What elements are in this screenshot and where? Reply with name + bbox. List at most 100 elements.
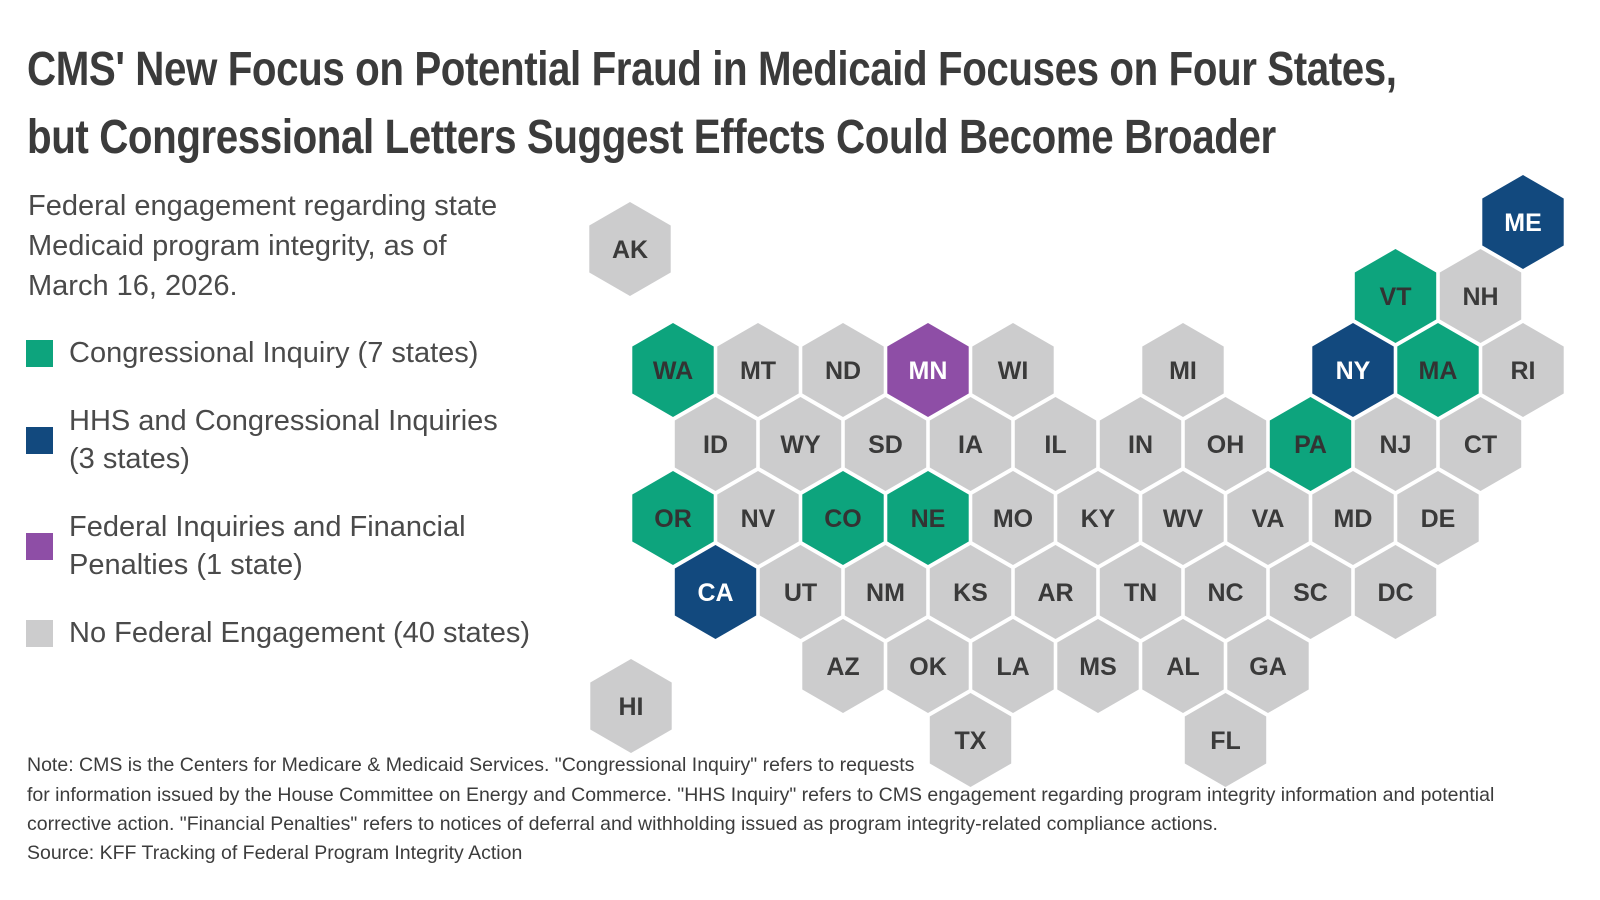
hex-IA[interactable]: IA xyxy=(929,397,1012,491)
hex-label: MO xyxy=(993,505,1033,533)
hex-OK[interactable]: OK xyxy=(887,619,969,713)
hex-OR[interactable]: OR xyxy=(632,471,714,565)
legend-label: HHS and Congressional Inquiries (3 state… xyxy=(69,405,498,475)
hex-label: MT xyxy=(740,357,776,385)
hex-AR[interactable]: AR xyxy=(1014,545,1097,639)
hex-NH[interactable]: NH xyxy=(1439,249,1522,343)
legend-swatch-blue xyxy=(26,426,53,454)
hex-MA[interactable]: MA xyxy=(1397,323,1479,417)
hex-label: DE xyxy=(1421,505,1456,533)
hex-label: ME xyxy=(1504,209,1542,237)
hex-label: NM xyxy=(866,579,905,607)
hex-AL[interactable]: AL xyxy=(1142,619,1224,713)
page-title-line2: but Congressional Letters Suggest Effect… xyxy=(27,111,1276,164)
hex-MT[interactable]: MT xyxy=(717,323,799,417)
hex-ID[interactable]: ID xyxy=(674,397,757,491)
hex-label: NJ xyxy=(1380,431,1412,459)
hex-RI[interactable]: RI xyxy=(1482,323,1564,417)
hex-CO[interactable]: CO xyxy=(802,471,884,565)
hex-label: IL xyxy=(1044,431,1066,459)
hex-DC[interactable]: DC xyxy=(1354,545,1437,639)
hex-VT[interactable]: VT xyxy=(1354,249,1437,343)
hex-KS[interactable]: KS xyxy=(929,545,1012,639)
legend-label: Federal Inquiries and Financial Penaltie… xyxy=(69,511,466,581)
hex-label: MN xyxy=(909,357,948,385)
legend-swatch-gray xyxy=(26,619,53,647)
hex-label: PA xyxy=(1294,431,1327,459)
hex-NM[interactable]: NM xyxy=(844,545,927,639)
hex-label: OR xyxy=(654,505,692,533)
page-title-line1: CMS' New Focus on Potential Fraud in Med… xyxy=(27,43,1397,96)
hex-label: ID xyxy=(703,431,728,459)
hex-label: NC xyxy=(1207,579,1243,607)
hex-ME[interactable]: ME xyxy=(1482,175,1564,269)
hex-MS[interactable]: MS xyxy=(1057,619,1139,713)
hex-label: NH xyxy=(1462,283,1498,311)
legend-item-federal-inquiries-financial-penalties: Federal Inquiries and Financial Penaltie… xyxy=(26,508,586,584)
hex-NY[interactable]: NY xyxy=(1312,323,1394,417)
hex-WA[interactable]: WA xyxy=(632,323,714,417)
hex-label: GA xyxy=(1249,653,1287,681)
hex-label: WV xyxy=(1163,505,1204,533)
hex-IL[interactable]: IL xyxy=(1014,397,1097,491)
hex-HI[interactable]: HI xyxy=(590,659,672,753)
hex-label: ND xyxy=(825,357,861,385)
note: Note: CMS is the Centers for Medicare & … xyxy=(27,754,1495,835)
hex-label: KS xyxy=(953,579,988,607)
hex-CA[interactable]: CA xyxy=(674,545,757,639)
legend-label: Congressional Inquiry (7 states) xyxy=(69,337,479,369)
hex-label: WI xyxy=(998,357,1029,385)
hex-DE[interactable]: DE xyxy=(1397,471,1479,565)
hex-CT[interactable]: CT xyxy=(1439,397,1522,491)
hex-KY[interactable]: KY xyxy=(1057,471,1139,565)
hex-label: TX xyxy=(955,727,987,755)
hex-MN[interactable]: MN xyxy=(887,323,969,417)
legend-label: No Federal Engagement (40 states) xyxy=(69,617,531,649)
hex-label: FL xyxy=(1210,727,1241,755)
hex-VA[interactable]: VA xyxy=(1227,471,1309,565)
hex-TN[interactable]: TN xyxy=(1099,545,1182,639)
hex-label: HI xyxy=(619,693,644,721)
hex-label: IN xyxy=(1128,431,1153,459)
hex-NV[interactable]: NV xyxy=(717,471,799,565)
hex-OH[interactable]: OH xyxy=(1184,397,1267,491)
legend: Congressional Inquiry (7 states) HHS and… xyxy=(26,334,586,652)
hex-AK[interactable]: AK xyxy=(589,202,671,296)
hex-WV[interactable]: WV xyxy=(1142,471,1224,565)
hex-ND[interactable]: ND xyxy=(802,323,884,417)
hex-label: TN xyxy=(1124,579,1157,607)
hex-SD[interactable]: SD xyxy=(844,397,927,491)
hex-label: VA xyxy=(1252,505,1285,533)
hex-label: RI xyxy=(1511,357,1536,385)
hex-WI[interactable]: WI xyxy=(972,323,1054,417)
hex-label: MA xyxy=(1419,357,1458,385)
hex-label: WY xyxy=(780,431,821,459)
hex-UT[interactable]: UT xyxy=(759,545,842,639)
hex-LA[interactable]: LA xyxy=(972,619,1054,713)
hex-IN[interactable]: IN xyxy=(1099,397,1182,491)
hex-WY[interactable]: WY xyxy=(759,397,842,491)
legend-item-no-federal-engagement: No Federal Engagement (40 states) xyxy=(26,614,586,652)
hex-label: AR xyxy=(1037,579,1073,607)
hex-NE[interactable]: NE xyxy=(887,471,969,565)
hex-label: MD xyxy=(1334,505,1373,533)
hex-MD[interactable]: MD xyxy=(1312,471,1394,565)
hex-label: OK xyxy=(909,653,947,681)
hex-label: SD xyxy=(868,431,903,459)
hex-label: AK xyxy=(612,236,648,264)
hex-AZ[interactable]: AZ xyxy=(802,619,884,713)
hex-GA[interactable]: GA xyxy=(1227,619,1309,713)
hex-NJ[interactable]: NJ xyxy=(1354,397,1437,491)
hex-SC[interactable]: SC xyxy=(1269,545,1352,639)
hex-NC[interactable]: NC xyxy=(1184,545,1267,639)
hex-label: AZ xyxy=(826,653,859,681)
hex-MI[interactable]: MI xyxy=(1142,323,1224,417)
hex-FL[interactable]: FL xyxy=(1184,693,1267,787)
legend-swatch-green xyxy=(26,339,53,367)
hex-MO[interactable]: MO xyxy=(972,471,1054,565)
hex-PA[interactable]: PA xyxy=(1269,397,1352,491)
legend-item-hhs-and-congressional-inquiries: HHS and Congressional Inquiries (3 state… xyxy=(26,402,586,478)
hex-TX[interactable]: TX xyxy=(929,693,1012,787)
